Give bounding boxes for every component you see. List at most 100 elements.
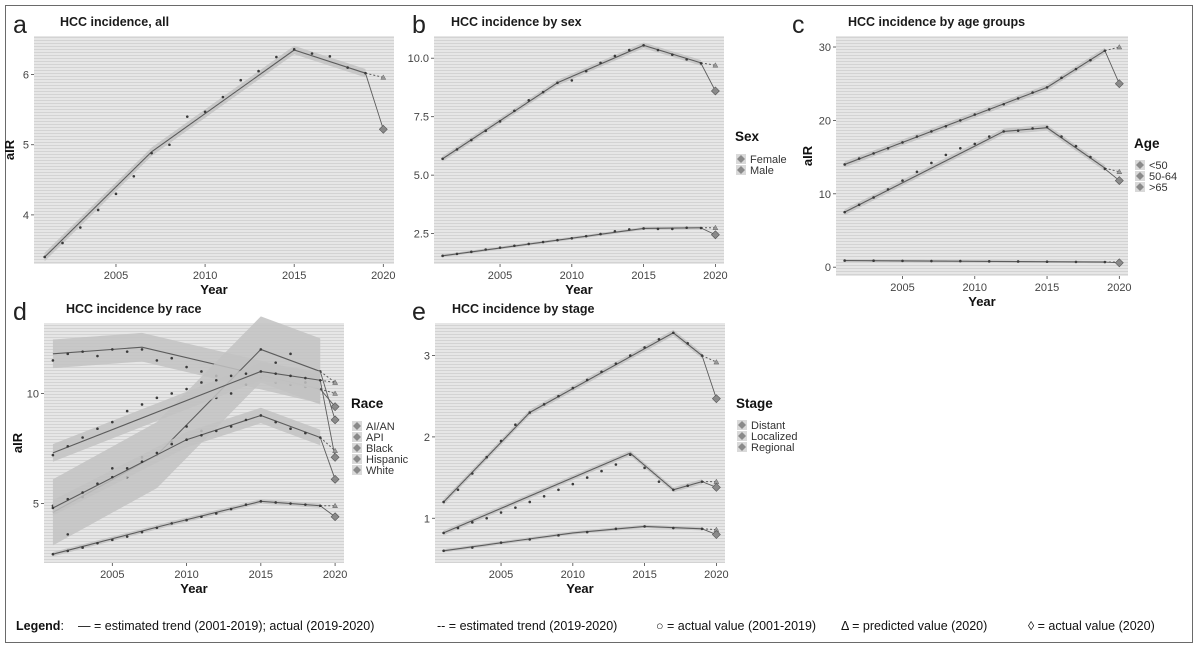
data-point	[244, 372, 248, 375]
data-point	[1045, 260, 1049, 263]
legend-item-b: Male	[750, 165, 774, 177]
data-point	[229, 507, 233, 511]
data-point	[944, 124, 948, 128]
data-point	[66, 533, 70, 536]
series-a-0	[43, 45, 388, 262]
data-point	[318, 504, 322, 508]
data-point	[585, 378, 589, 382]
data-point	[275, 55, 278, 59]
actual-2020-marker	[1114, 176, 1124, 186]
series-c-2	[843, 258, 1124, 268]
data-point	[843, 210, 846, 214]
series-d-3	[51, 407, 340, 516]
data-point	[514, 423, 517, 426]
actual-2020-marker	[1114, 258, 1124, 268]
data-point	[642, 227, 645, 230]
data-point	[614, 527, 618, 531]
data-point	[274, 501, 277, 504]
data-point	[96, 482, 99, 486]
x-tick-label: 2020	[371, 270, 395, 282]
data-point	[498, 120, 502, 123]
data-point	[542, 403, 546, 406]
data-point	[200, 370, 203, 373]
data-point	[570, 79, 574, 82]
y-tick-label: 5	[23, 140, 29, 152]
x-tick-label: 2015	[282, 270, 306, 282]
x-axis-title: Year	[565, 282, 592, 297]
x-axis-title: Year	[566, 581, 593, 596]
data-point	[289, 352, 292, 356]
data-point	[685, 58, 688, 61]
plot-area-e	[435, 323, 725, 563]
data-point	[1016, 260, 1020, 263]
data-point	[973, 142, 977, 146]
data-point	[686, 484, 689, 488]
series-c-1	[843, 124, 1124, 216]
y-tick-label: 3	[424, 351, 430, 363]
actual-2020-marker	[330, 452, 340, 462]
data-point	[930, 161, 933, 165]
legend-diamond-icon	[737, 166, 745, 174]
legend-item-d: API	[366, 432, 384, 444]
data-point	[274, 420, 277, 424]
predicted-2020-marker	[713, 359, 720, 365]
data-point	[528, 538, 532, 541]
data-point	[274, 372, 277, 375]
data-point	[471, 521, 474, 524]
data-point	[111, 420, 114, 424]
actual-2020-marker	[330, 512, 340, 522]
x-axis-title: Year	[200, 282, 227, 297]
data-point	[43, 255, 46, 259]
data-point	[170, 392, 174, 395]
predicted-2020-marker	[1116, 168, 1123, 175]
panel-title-b: HCC incidence by sex	[451, 15, 582, 29]
data-point	[455, 148, 459, 151]
plot-area-a	[34, 36, 394, 264]
data-point	[944, 153, 948, 157]
y-tick-label: 2.5	[414, 229, 429, 241]
data-point	[140, 403, 144, 406]
actual-2020-marker	[711, 394, 721, 404]
data-point	[627, 228, 631, 231]
ci-band	[52, 362, 321, 462]
y-tick-label: 0	[825, 262, 831, 274]
legend-title-c: Age	[1134, 136, 1160, 151]
trend-extension	[1104, 46, 1120, 52]
data-point	[987, 135, 991, 138]
legend-diamond-icon	[738, 421, 746, 429]
data-point	[556, 81, 559, 85]
legend-diamond-icon	[353, 466, 361, 474]
data-point	[346, 66, 349, 69]
data-point	[699, 226, 703, 230]
data-point	[51, 359, 55, 362]
legend-diamond-icon	[738, 432, 746, 440]
data-point	[959, 259, 962, 263]
data-point	[111, 475, 114, 479]
data-point	[200, 433, 203, 437]
data-point	[185, 365, 188, 369]
data-point	[200, 381, 203, 384]
data-point	[244, 418, 248, 422]
actual-2020-marker	[1114, 79, 1124, 89]
legend-title-e: Stage	[736, 396, 773, 411]
actual-2020-marker	[330, 474, 340, 484]
data-point	[843, 163, 846, 166]
legend-predicted-value: Δ = predicted value (2020)	[841, 619, 988, 633]
data-point	[1089, 155, 1092, 159]
legend-actual-2020: ◊ = actual value (2020)	[1028, 619, 1155, 633]
trend-extension	[319, 437, 336, 452]
trend-extension	[320, 379, 336, 383]
data-point	[930, 130, 933, 133]
data-point	[125, 350, 129, 353]
y-tick-label: 5	[33, 499, 39, 511]
data-point	[643, 346, 646, 349]
legend-diamond-icon	[353, 422, 361, 430]
data-point	[289, 502, 292, 505]
y-tick-label: 10.0	[408, 53, 429, 65]
x-tick-label: 2015	[632, 569, 656, 581]
data-point	[1074, 144, 1078, 148]
data-point	[584, 69, 588, 73]
x-tick-label: 2010	[561, 569, 585, 581]
